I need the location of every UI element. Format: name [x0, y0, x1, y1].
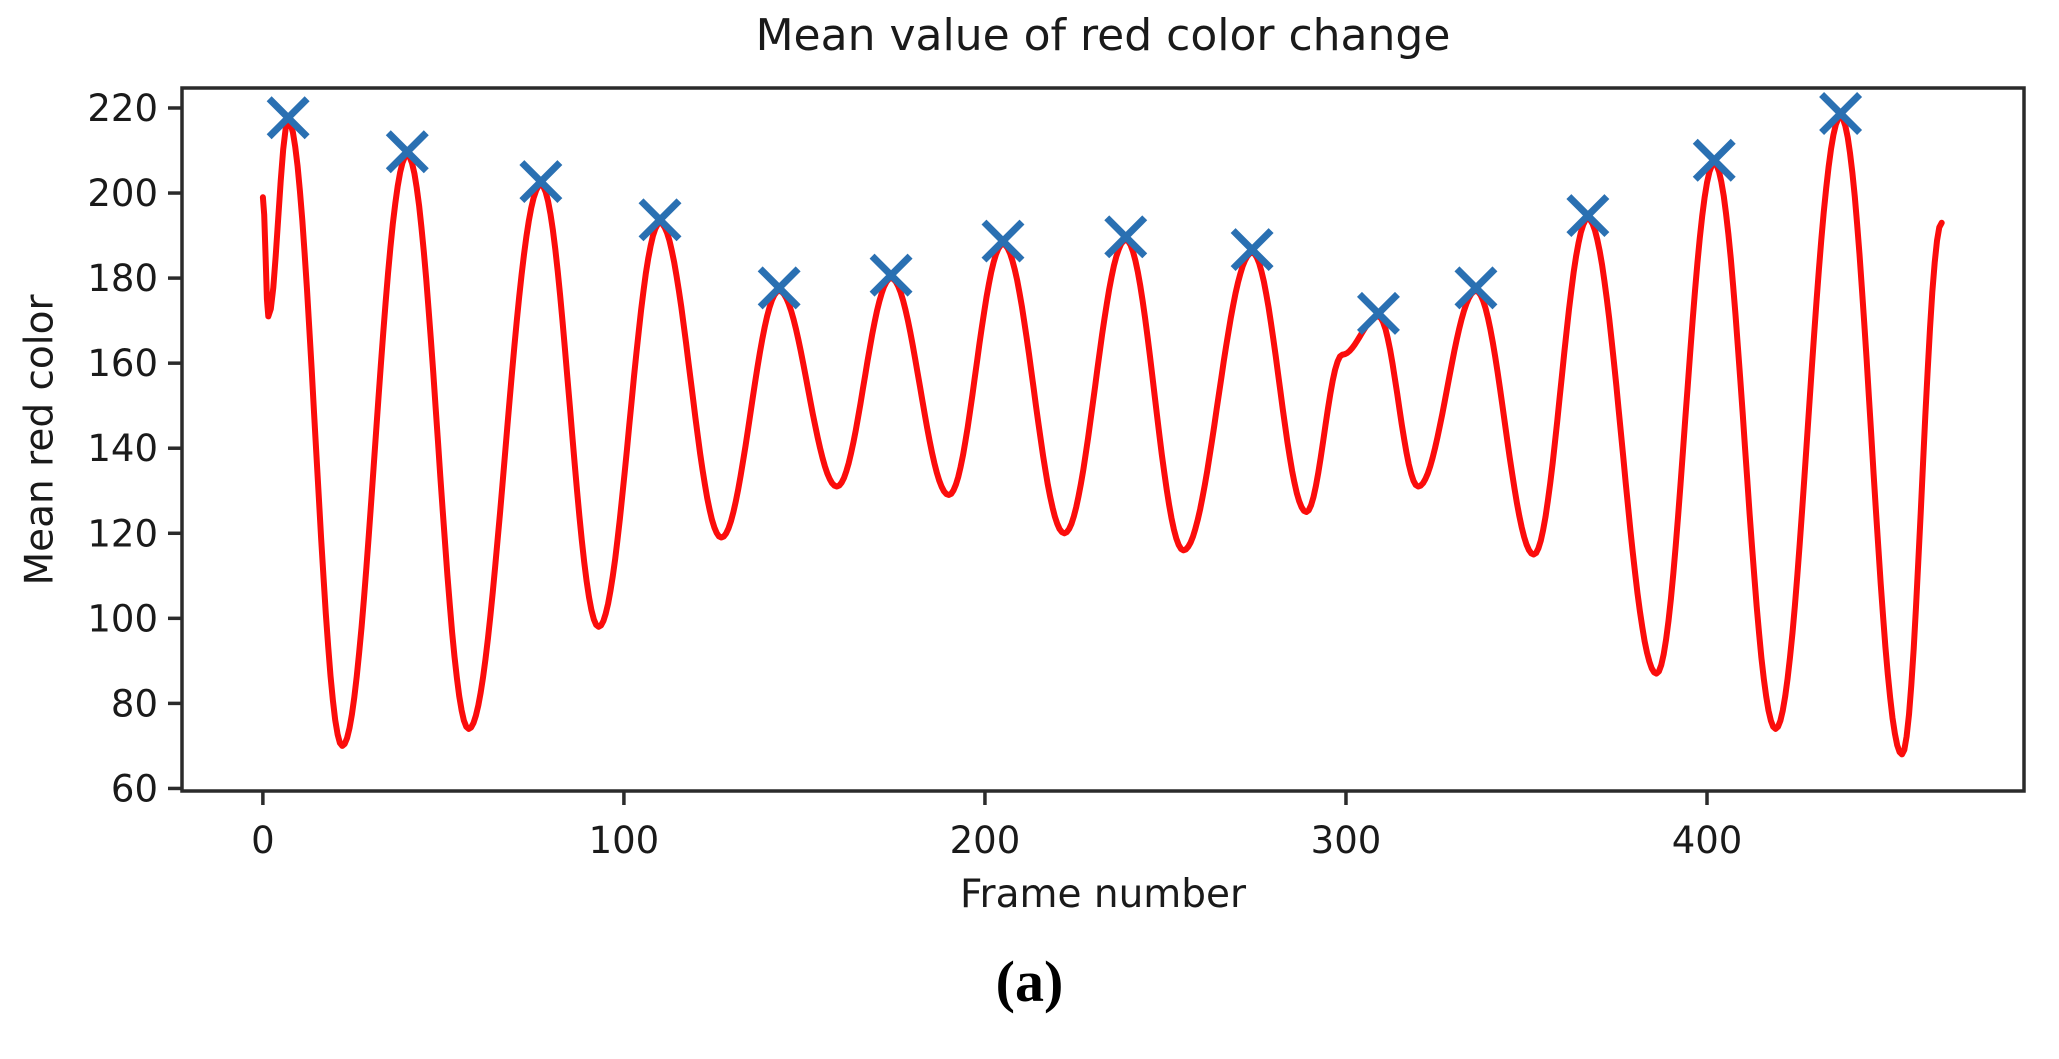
x-tick-label: 0 — [251, 819, 275, 862]
y-tick-label: 180 — [87, 257, 158, 300]
y-tick-label: 220 — [87, 87, 158, 130]
y-tick-label: 100 — [87, 597, 158, 640]
x-tick-label: 100 — [589, 819, 660, 862]
peak-x-marker — [266, 96, 310, 140]
peak-x-marker — [1692, 138, 1736, 182]
y-tick-label: 160 — [87, 342, 158, 385]
y-axis-label: Mean red color — [17, 294, 63, 586]
y-tick-label: 120 — [87, 512, 158, 555]
x-tick-label: 200 — [950, 819, 1021, 862]
peak-x-marker — [1819, 92, 1863, 135]
peak-x-marker — [385, 130, 429, 174]
y-tick-label: 200 — [87, 172, 158, 215]
peak-x-marker — [1454, 266, 1498, 310]
peak-x-marker — [638, 198, 682, 242]
chart-title: Mean value of red color change — [755, 10, 1451, 61]
x-tick-label: 400 — [1672, 819, 1743, 862]
x-axis-label: Frame number — [959, 872, 1247, 917]
peak-x-marker — [1356, 291, 1400, 335]
y-tick-label: 80 — [111, 682, 158, 725]
figure-caption: (a) — [995, 949, 1064, 1014]
peak-x-marker — [981, 219, 1025, 263]
peak-x-marker — [1566, 194, 1610, 238]
plot-spines — [180, 86, 2026, 793]
peak-x-marker — [869, 253, 913, 297]
peak-x-marker — [1104, 215, 1148, 259]
red-curve — [259, 113, 1945, 758]
peak-x-marker — [1230, 228, 1274, 272]
y-tick-label: 140 — [87, 427, 158, 470]
x-tick-label: 300 — [1311, 819, 1382, 862]
peak-x-marker — [519, 160, 563, 204]
peak-x-marker — [757, 266, 801, 310]
y-tick-label: 60 — [111, 767, 158, 810]
